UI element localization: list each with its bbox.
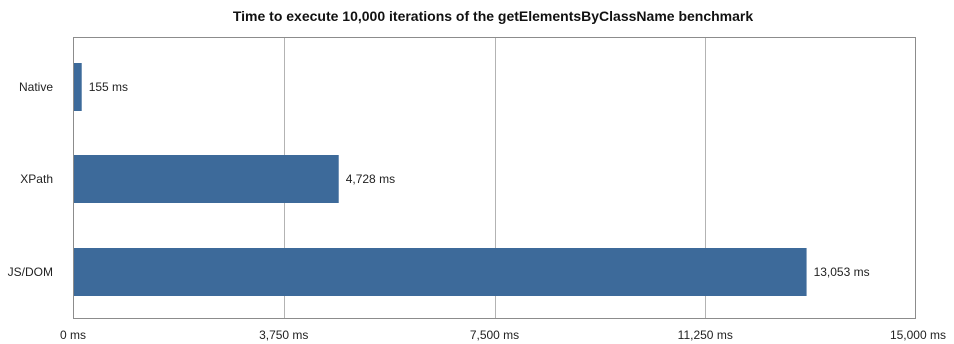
value-label: 13,053 ms [814, 265, 870, 279]
chart-title: Time to execute 10,000 iterations of the… [233, 8, 753, 24]
labels: Native XPath JS/DOM 155 ms 4,728 ms 13,053 ms… [8, 80, 946, 342]
value-label: 4,728 ms [346, 172, 395, 186]
x-tick-label: 15,000 ms [890, 328, 946, 342]
plot-border [73, 37, 916, 319]
x-tick-label: 7,500 ms [470, 328, 519, 342]
category-label: JS/DOM [8, 265, 53, 279]
bar-native [73, 63, 82, 111]
category-label: XPath [20, 172, 53, 186]
x-tick-label: 3,750 ms [259, 328, 308, 342]
value-label: 155 ms [89, 80, 128, 94]
bar-xpath [73, 155, 339, 203]
plot-frame [73, 37, 916, 319]
x-tick-label: 0 ms [60, 328, 86, 342]
x-tick-label: 11,250 ms [678, 328, 733, 342]
category-label: Native [19, 80, 53, 94]
bar-js-dom [73, 248, 807, 296]
bars [73, 63, 807, 296]
